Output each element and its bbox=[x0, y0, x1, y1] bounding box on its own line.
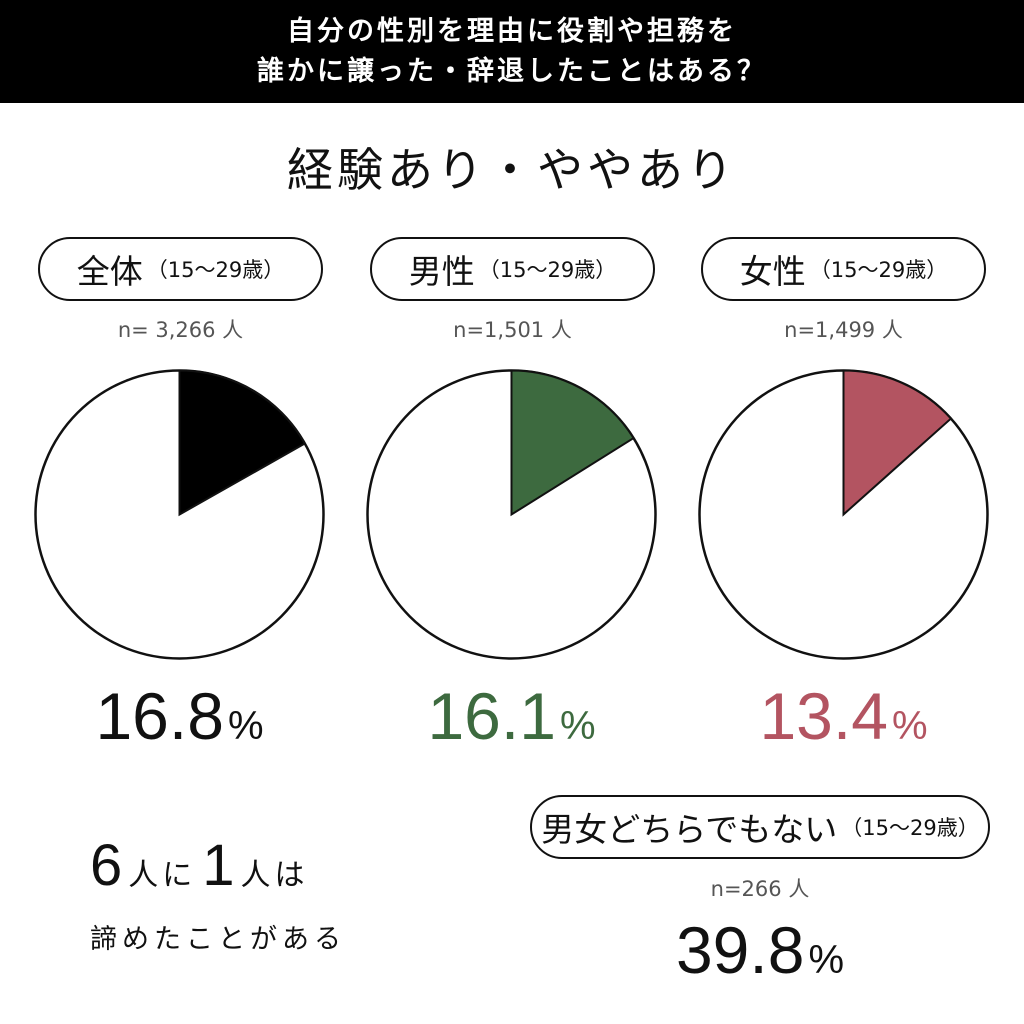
sample-size-neither: n=266 人 bbox=[710, 877, 810, 901]
percent-symbol: % bbox=[891, 704, 928, 748]
group-label-male: 男性 （15〜29歳） bbox=[370, 237, 655, 301]
group-age-text: （15〜29歳） bbox=[841, 816, 979, 840]
group-age-text: （15〜29歳） bbox=[478, 258, 617, 282]
sample-size-female: n=1,499 人 bbox=[784, 318, 903, 342]
group-label-female: 女性 （15〜29歳） bbox=[701, 237, 986, 301]
header-line-1: 自分の性別を理由に役割や担務を bbox=[287, 15, 737, 47]
sample-size-overall: n= 3,266 人 bbox=[117, 318, 244, 342]
pie-slice-overall bbox=[178, 369, 307, 517]
group-age-text: （15〜29歳） bbox=[809, 258, 948, 282]
callout-number-1: 6 bbox=[90, 833, 123, 898]
percent-male: 16.1% bbox=[365, 678, 658, 754]
callout-word-1: 人に bbox=[128, 858, 197, 893]
group-label-text: 全体 bbox=[76, 252, 143, 291]
group-label-overall: 全体 （15〜29歳） bbox=[38, 237, 323, 301]
percent-symbol: % bbox=[808, 938, 845, 982]
percent-symbol: % bbox=[559, 704, 596, 748]
header-banner: 自分の性別を理由に役割や担務を 誰かに譲った・辞退したことはある？ bbox=[0, 0, 1024, 103]
pie-chart-overall bbox=[34, 369, 325, 660]
percent-overall: 16.8% bbox=[33, 678, 326, 754]
group-label-text: 男女どちらでもない bbox=[541, 810, 838, 849]
callout-number-2: 1 bbox=[202, 833, 235, 898]
pie-slice-male bbox=[510, 369, 635, 517]
pie-chart-female bbox=[698, 369, 989, 660]
callout-row-1: 6 人に 1 人は bbox=[90, 832, 346, 899]
header-line-2: 誰かに譲った・辞退したことはある？ bbox=[257, 55, 767, 87]
sample-size-male: n=1,501 人 bbox=[453, 318, 572, 342]
percent-symbol: % bbox=[227, 704, 264, 748]
pie-chart-male bbox=[366, 369, 657, 660]
chart-subtitle: 経験あり・ややあり bbox=[287, 143, 737, 197]
percent-neither: 39.8% bbox=[530, 912, 990, 988]
group-label-text: 男性 bbox=[408, 252, 475, 291]
percent-value: 39.8 bbox=[675, 913, 805, 987]
callout-word-2: 人は bbox=[240, 858, 309, 893]
pie-slice-female bbox=[842, 369, 953, 517]
callout-row-2: 諦めたことがある bbox=[90, 924, 346, 955]
percent-value: 13.4 bbox=[759, 679, 888, 753]
group-label-text: 女性 bbox=[739, 252, 806, 291]
group-label-neither: 男女どちらでもない （15〜29歳） bbox=[530, 795, 990, 859]
percent-value: 16.1 bbox=[427, 679, 556, 753]
percent-value: 16.8 bbox=[95, 679, 224, 753]
callout-note: 6 人に 1 人は 諦めたことがある bbox=[90, 832, 346, 956]
percent-female: 13.4% bbox=[697, 678, 990, 754]
group-age-text: （15〜29歳） bbox=[146, 258, 285, 282]
